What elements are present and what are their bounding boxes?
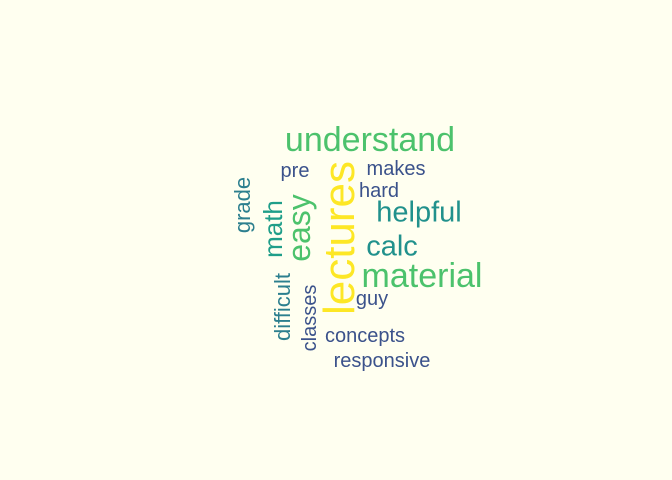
word-concepts: concepts [324,325,406,347]
word-classes: classes [299,284,321,352]
word-difficult: difficult [270,272,295,342]
word-calc: calc [366,230,418,263]
word-lectures: lectures [315,160,364,316]
word-helpful: helpful [376,196,462,229]
word-grade: grade [230,176,255,234]
word-pre: pre [280,160,310,182]
word-makes: makes [366,158,426,180]
word-material: material [361,257,483,295]
word-hard: hard [358,180,400,202]
word-guy: guy [355,288,389,310]
word-responsive: responsive [333,350,431,372]
word-understand: understand [284,121,456,159]
word-math: math [258,200,288,258]
